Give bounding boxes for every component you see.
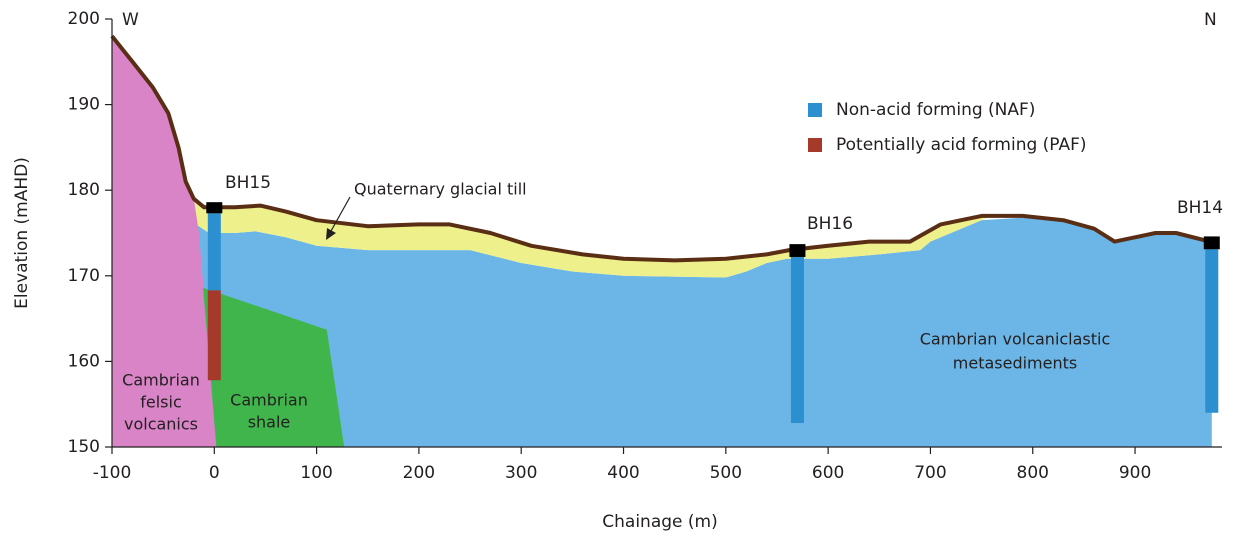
y-axis-title: Elevation (mAHD)	[12, 157, 32, 309]
x-tick-label: 600	[812, 463, 844, 483]
borehole-label: BH15	[225, 173, 271, 193]
borehole-label: BH16	[807, 214, 853, 234]
x-tick-label: 0	[209, 463, 220, 483]
layer-label: metasediments	[953, 354, 1077, 373]
y-tick-label: 160	[68, 351, 100, 371]
legend-swatch	[808, 103, 822, 117]
borehole-label: BH14	[1177, 198, 1223, 218]
layer-label: volcanics	[124, 415, 198, 434]
borehole-collar	[789, 244, 805, 257]
corner-label: W	[122, 10, 139, 30]
x-axis-title: Chainage (m)	[602, 512, 717, 532]
legend-swatch	[808, 138, 822, 152]
borehole-paf	[208, 290, 221, 380]
layer-label: Cambrian	[122, 371, 200, 390]
x-tick-label: 700	[914, 463, 946, 483]
y-tick-label: 150	[68, 437, 100, 457]
legend-label: Potentially acid forming (PAF)	[836, 135, 1087, 155]
layer-label: felsic	[140, 393, 182, 412]
x-tick-label: 900	[1119, 463, 1151, 483]
legend-label: Non-acid forming (NAF)	[836, 100, 1035, 120]
layer-label: Cambrian volcaniclastic	[920, 330, 1111, 349]
x-tick-label: 200	[403, 463, 435, 483]
x-tick-label: 400	[607, 463, 639, 483]
borehole-naf	[1205, 249, 1218, 412]
borehole-naf	[208, 213, 221, 290]
chart: Chainage (m) Elevation (mAHD) 150 160 170 1…	[0, 0, 1233, 537]
layer-label: Quaternary glacial till	[354, 180, 527, 199]
y-tick-label: 180	[68, 180, 100, 200]
layer-label: Cambrian	[230, 391, 308, 410]
borehole-collar	[1204, 236, 1220, 249]
borehole-collar	[206, 202, 222, 213]
x-tick-label: 500	[710, 463, 742, 483]
y-tick-label: 190	[68, 95, 100, 115]
corner-label: N	[1204, 10, 1217, 30]
x-tick-label: 300	[505, 463, 537, 483]
x-tick-label: -100	[93, 463, 132, 483]
layer-label: shale	[248, 413, 291, 432]
x-tick-label: 800	[1017, 463, 1049, 483]
x-tick-label: 100	[300, 463, 332, 483]
borehole-naf	[791, 257, 804, 423]
y-tick-label: 170	[68, 266, 100, 286]
y-tick-label: 200	[68, 9, 100, 29]
